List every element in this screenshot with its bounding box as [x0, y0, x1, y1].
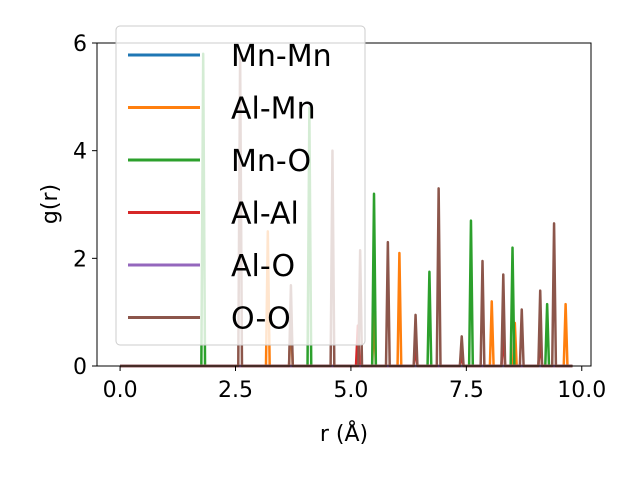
legend-label-mn-mn: Mn-Mn [231, 39, 332, 74]
y-axis: 0 2 4 6 [73, 32, 97, 380]
legend-label-al-al: Al-Al [231, 197, 299, 232]
x-tick-label: 2.5 [218, 378, 253, 403]
y-tick-label: 2 [73, 247, 87, 272]
y-tick-label: 0 [73, 355, 87, 380]
legend-label-al-o: Al-O [231, 249, 295, 284]
y-tick-label: 6 [73, 32, 87, 57]
x-tick-label: 7.5 [449, 378, 484, 403]
x-tick-label: 10.0 [557, 378, 606, 403]
legend-label-mn-o: Mn-O [231, 144, 311, 179]
x-axis-title: r (Å) [320, 420, 368, 447]
legend-label-al-mn: Al-Mn [231, 92, 316, 127]
y-tick-label: 4 [73, 140, 87, 165]
y-axis-title: g(r) [38, 184, 63, 224]
x-tick-label: 0.0 [103, 378, 138, 403]
x-axis: 0.0 2.5 5.0 7.5 10.0 [103, 366, 606, 403]
x-tick-label: 5.0 [333, 378, 368, 403]
legend: Mn-Mn Al-Mn Mn-O Al-Al Al-O O-O [115, 25, 366, 346]
legend-label-o-o: O-O [231, 302, 291, 337]
